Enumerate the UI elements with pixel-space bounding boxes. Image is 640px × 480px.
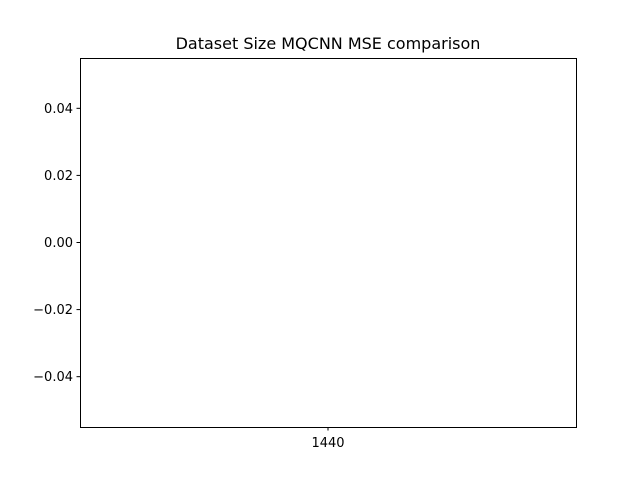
y-tick-label: 0.02 [44,169,73,184]
y-tick-label: 0.00 [44,236,73,251]
y-tick-label: 0.04 [44,102,73,117]
x-axis: 1440 [311,427,345,451]
y-tick-label: −0.02 [33,303,73,318]
x-tick-label: 1440 [311,436,344,451]
chart-title: Dataset Size MQCNN MSE comparison [176,34,481,53]
plot-frame [80,58,577,428]
y-axis: 0.04 0.02 0.00 −0.02 −0.04 [33,102,80,385]
y-tick-label: −0.04 [33,370,73,385]
